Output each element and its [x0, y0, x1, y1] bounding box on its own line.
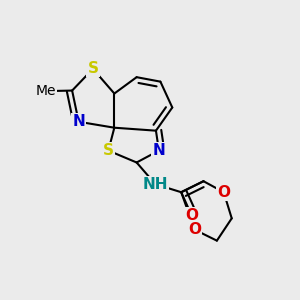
Text: NH: NH [142, 177, 168, 192]
Text: N: N [72, 114, 85, 129]
Text: O: O [185, 208, 198, 223]
Text: O: O [188, 222, 201, 237]
Text: S: S [103, 143, 114, 158]
Text: O: O [217, 185, 230, 200]
Text: S: S [87, 61, 98, 76]
Text: N: N [152, 143, 165, 158]
Text: Me: Me [35, 84, 56, 98]
